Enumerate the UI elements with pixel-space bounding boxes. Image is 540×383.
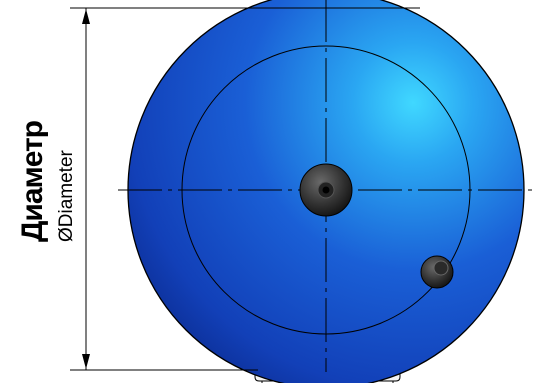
center-fitting-icon: [299, 163, 353, 217]
dimension-arrow-bottom-icon: [82, 354, 90, 369]
diameter-label-en: ØDiameter: [56, 149, 77, 242]
dimension-arrow-top-icon: [82, 9, 90, 24]
diameter-label-ru: Диаметр: [16, 120, 49, 242]
side-fitting-icon: [420, 255, 454, 289]
